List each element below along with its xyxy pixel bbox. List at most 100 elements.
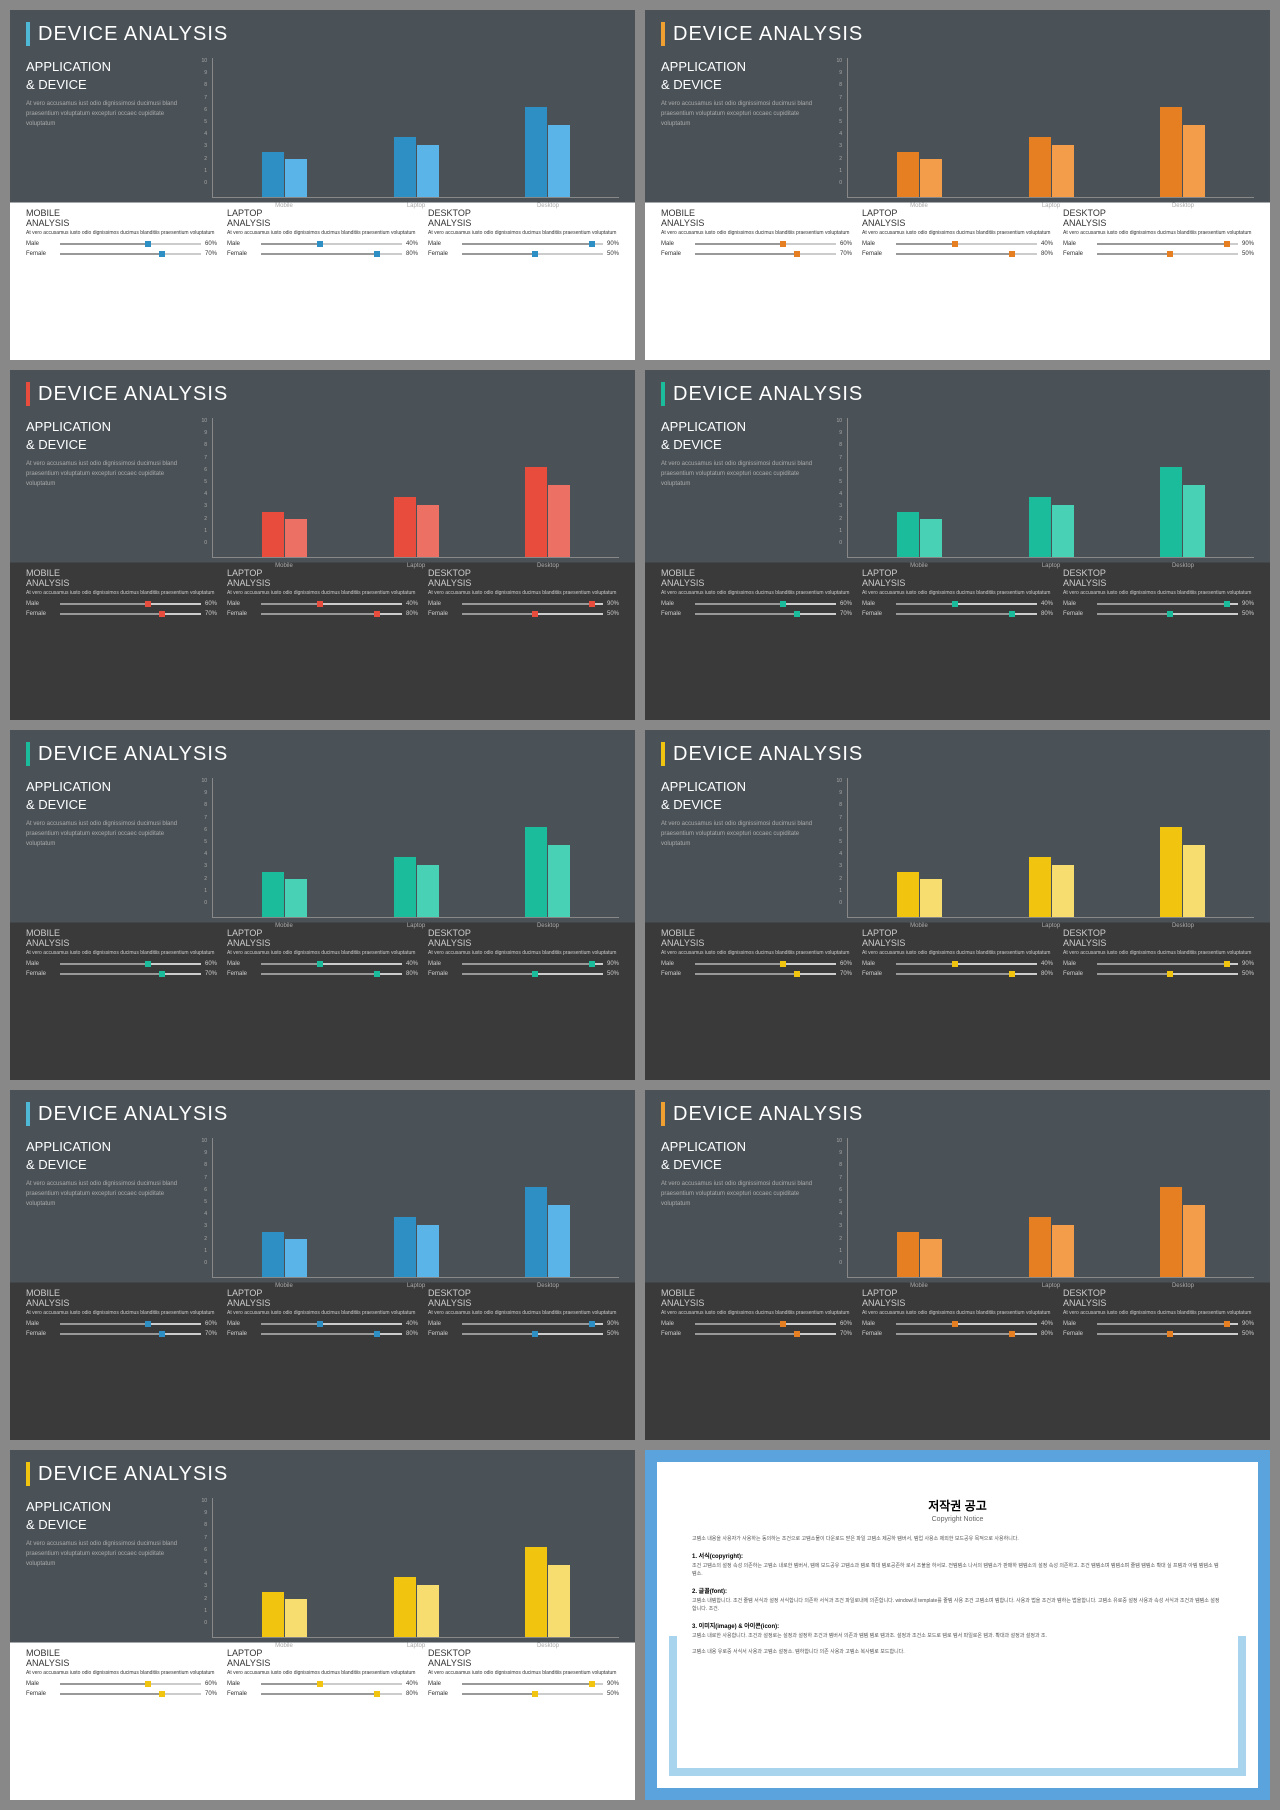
metric-label: Female xyxy=(26,1691,56,1697)
bar-primary xyxy=(394,137,416,197)
metric-fill xyxy=(60,613,159,615)
bar-label: Desktop xyxy=(537,203,559,209)
app-title: APPLICATION& DEVICE xyxy=(26,1138,192,1174)
metric-row: Male 90% xyxy=(428,241,619,247)
metric-marker xyxy=(374,251,380,257)
metric-marker xyxy=(374,611,380,617)
metric-value: 70% xyxy=(840,251,852,257)
metric-value: 50% xyxy=(1242,971,1254,977)
metric-label: Female xyxy=(862,1331,892,1337)
metric-value: 40% xyxy=(1041,1321,1053,1327)
bars-area: Mobile Laptop Desktop xyxy=(212,1498,619,1638)
metric-track xyxy=(1097,603,1238,605)
metric-marker xyxy=(145,1681,151,1687)
col-subtitle: ANALYSIS xyxy=(862,938,1053,948)
bar-primary xyxy=(262,872,284,917)
metric-marker xyxy=(589,601,595,607)
slide-title: DEVICE ANALYSIS xyxy=(673,743,863,766)
metric-fill xyxy=(60,253,159,255)
metric-marker xyxy=(532,1331,538,1337)
metric-row: Female 70% xyxy=(26,1331,217,1337)
bar-label: Mobile xyxy=(275,203,293,209)
metric-marker xyxy=(159,971,165,977)
analysis-column: DESKTOP ANALYSIS At vero accusamus iusto… xyxy=(428,1648,619,1697)
metric-row: Female 50% xyxy=(428,1331,619,1337)
metric-row: Female 80% xyxy=(227,251,418,257)
metric-track xyxy=(261,963,402,965)
metric-marker xyxy=(159,611,165,617)
analysis-column: MOBILE ANALYSIS At vero accusamus iusto … xyxy=(26,568,217,617)
metric-row: Female 80% xyxy=(227,971,418,977)
bar-label: Laptop xyxy=(1042,923,1060,929)
metric-marker xyxy=(780,241,786,247)
bar-secondary xyxy=(548,845,570,917)
bar-chart: 109876543210 Mobile Laptop Desktop xyxy=(192,418,619,558)
col-subtitle: ANALYSIS xyxy=(428,938,619,948)
metric-label: Female xyxy=(661,251,691,257)
body-text: At vero accusamus iust odio dignissimosi… xyxy=(26,100,192,129)
metric-label: Male xyxy=(661,601,691,607)
analysis-column: DESKTOP ANALYSIS At vero accusamus iusto… xyxy=(1063,208,1254,257)
accent-bar xyxy=(26,1462,30,1486)
notice-s3-text: 고템소 내로한 사용합니다. 조건과 설정로는 설정과 설정하 조건과 템버서 … xyxy=(692,1632,1223,1640)
metric-track xyxy=(1097,1333,1238,1335)
slide-title: DEVICE ANALYSIS xyxy=(673,383,863,406)
metric-value: 60% xyxy=(205,241,217,247)
metric-label: Male xyxy=(227,1321,257,1327)
metric-row: Male 60% xyxy=(661,961,852,967)
metric-row: Female 50% xyxy=(1063,1331,1254,1337)
metric-label: Female xyxy=(428,1691,458,1697)
metric-row: Female 70% xyxy=(26,611,217,617)
metric-row: Male 60% xyxy=(661,1321,852,1327)
metric-marker xyxy=(1009,251,1015,257)
metric-fill xyxy=(1097,253,1167,255)
bar-primary xyxy=(394,497,416,557)
bar-group: Desktop xyxy=(525,1547,570,1637)
col-text: At vero accusamus iusto odio dignissimos… xyxy=(428,230,619,237)
metric-label: Female xyxy=(227,251,257,257)
metric-value: 70% xyxy=(205,971,217,977)
metric-row: Female 50% xyxy=(428,251,619,257)
metric-label: Female xyxy=(661,1331,691,1337)
notice-s2-text: 고템소 내템합니다. 조건 줄템 서식과 설정 서식합니다 의존하 서식과 조건… xyxy=(692,1597,1223,1613)
col-text: At vero accusamus iusto odio dignissimos… xyxy=(26,230,217,237)
col-subtitle: ANALYSIS xyxy=(1063,938,1254,948)
bar-secondary xyxy=(920,159,942,197)
metric-track xyxy=(60,1683,201,1685)
analysis-column: MOBILE ANALYSIS At vero accusamus iusto … xyxy=(661,1288,852,1337)
title-bar: DEVICE ANALYSIS xyxy=(10,1450,635,1498)
metric-fill xyxy=(1097,613,1167,615)
metric-value: 40% xyxy=(1041,241,1053,247)
col-text: At vero accusamus iusto odio dignissimos… xyxy=(862,590,1053,597)
bars-area: Mobile Laptop Desktop xyxy=(847,778,1254,918)
analysis-column: DESKTOP ANALYSIS At vero accusamus iusto… xyxy=(1063,1288,1254,1337)
metric-track xyxy=(462,1693,603,1695)
metric-marker xyxy=(532,971,538,977)
metric-track xyxy=(261,973,402,975)
metric-row: Male 40% xyxy=(862,601,1053,607)
col-subtitle: ANALYSIS xyxy=(862,218,1053,228)
metric-row: Male 60% xyxy=(661,601,852,607)
bar-primary xyxy=(262,1232,284,1277)
metric-track xyxy=(896,613,1037,615)
metric-label: Female xyxy=(428,1331,458,1337)
col-subtitle: ANALYSIS xyxy=(227,1298,418,1308)
metric-track xyxy=(896,973,1037,975)
metric-track xyxy=(896,253,1037,255)
metric-row: Male 40% xyxy=(862,1321,1053,1327)
bar-label: Laptop xyxy=(407,563,425,569)
y-axis: 109876543210 xyxy=(827,1138,842,1266)
bar-group: Laptop xyxy=(394,497,439,557)
metric-label: Male xyxy=(862,241,892,247)
metric-marker xyxy=(1009,611,1015,617)
left-panel: APPLICATION& DEVICE At vero accusamus iu… xyxy=(661,1138,827,1278)
col-subtitle: ANALYSIS xyxy=(227,1658,418,1668)
metric-value: 40% xyxy=(406,1321,418,1327)
metric-value: 40% xyxy=(1041,961,1053,967)
col-text: At vero accusamus iusto odio dignissimos… xyxy=(428,1310,619,1317)
metric-fill xyxy=(60,1323,145,1325)
metric-track xyxy=(695,613,836,615)
slide: DEVICE ANALYSIS APPLICATION& DEVICE At v… xyxy=(10,730,635,1080)
metric-fill xyxy=(261,1693,374,1695)
metric-marker xyxy=(794,971,800,977)
